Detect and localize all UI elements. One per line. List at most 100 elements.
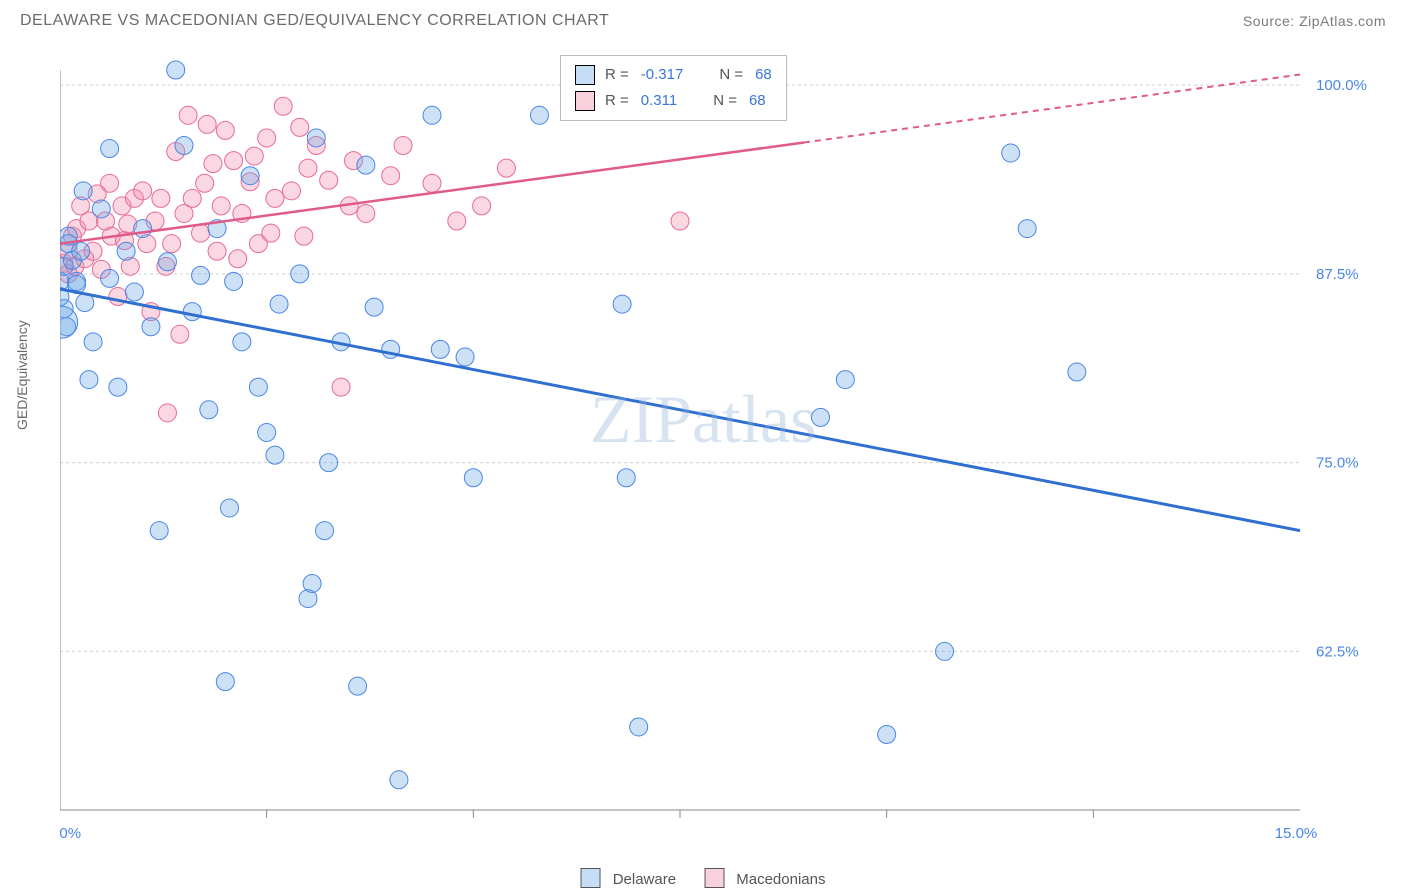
legend-label-macedonians: Macedonians xyxy=(736,871,825,888)
y-tick-label: 100.0% xyxy=(1316,77,1367,94)
series-legend: Delaware Macedonians xyxy=(581,868,826,888)
data-point xyxy=(464,469,482,487)
swatch-delaware-icon xyxy=(575,65,595,85)
legend-row-delaware: R = -0.317 N = 68 xyxy=(575,62,772,88)
data-point xyxy=(316,522,334,540)
n-value-macedonians: 68 xyxy=(749,88,766,114)
data-point xyxy=(262,224,280,242)
data-point xyxy=(617,469,635,487)
y-tick-label: 62.5% xyxy=(1316,643,1359,660)
data-point xyxy=(295,227,313,245)
data-point xyxy=(72,242,90,260)
data-point xyxy=(332,378,350,396)
r-value-delaware: -0.317 xyxy=(641,62,684,88)
n-label: N = xyxy=(719,62,743,88)
data-point xyxy=(530,106,548,124)
data-point xyxy=(423,174,441,192)
data-point xyxy=(125,283,143,301)
data-point xyxy=(291,118,309,136)
legend-item-delaware: Delaware xyxy=(581,868,677,888)
data-point xyxy=(150,522,168,540)
data-point xyxy=(216,673,234,691)
data-point xyxy=(320,454,338,472)
data-point xyxy=(134,220,152,238)
data-point xyxy=(357,204,375,222)
data-point xyxy=(1068,363,1086,381)
y-tick-label: 87.5% xyxy=(1316,266,1359,283)
data-point xyxy=(179,106,197,124)
data-point xyxy=(249,378,267,396)
y-tick-label: 75.0% xyxy=(1316,455,1359,472)
data-point xyxy=(163,235,181,253)
trend-line-delaware xyxy=(60,289,1300,531)
data-point xyxy=(630,718,648,736)
data-point xyxy=(167,61,185,79)
data-point xyxy=(158,404,176,422)
data-point xyxy=(101,140,119,158)
data-point xyxy=(878,725,896,743)
chart-title: DELAWARE VS MACEDONIAN GED/EQUIVALENCY C… xyxy=(20,12,609,30)
data-point xyxy=(270,295,288,313)
data-point xyxy=(198,115,216,133)
r-value-macedonians: 0.311 xyxy=(641,88,677,114)
data-point xyxy=(390,771,408,789)
y-axis-label: GED/Equivalency xyxy=(14,320,30,430)
data-point xyxy=(229,250,247,268)
data-point xyxy=(204,155,222,173)
data-point xyxy=(158,253,176,271)
legend-label-delaware: Delaware xyxy=(613,871,676,888)
data-point xyxy=(291,265,309,283)
data-point xyxy=(936,642,954,660)
swatch-delaware-icon xyxy=(581,868,601,888)
data-point xyxy=(245,147,263,165)
data-point xyxy=(448,212,466,230)
data-point xyxy=(225,272,243,290)
data-point xyxy=(74,182,92,200)
data-point xyxy=(299,159,317,177)
data-point xyxy=(109,378,127,396)
data-point xyxy=(365,298,383,316)
data-point xyxy=(233,333,251,351)
swatch-macedonians-icon xyxy=(704,868,724,888)
data-point-large xyxy=(60,306,78,338)
data-point xyxy=(349,677,367,695)
data-point xyxy=(423,106,441,124)
data-point xyxy=(152,189,170,207)
data-point xyxy=(812,408,830,426)
data-point xyxy=(307,129,325,147)
data-point xyxy=(175,137,193,155)
data-point xyxy=(394,137,412,155)
data-point xyxy=(473,197,491,215)
legend-item-macedonians: Macedonians xyxy=(704,868,825,888)
data-point xyxy=(1002,144,1020,162)
data-point xyxy=(320,171,338,189)
data-point xyxy=(671,212,689,230)
n-value-delaware: 68 xyxy=(755,62,772,88)
r-label: R = xyxy=(605,88,629,114)
data-point xyxy=(258,129,276,147)
data-point xyxy=(303,574,321,592)
data-point xyxy=(212,197,230,215)
data-point xyxy=(220,499,238,517)
data-point xyxy=(266,446,284,464)
data-point xyxy=(183,189,201,207)
swatch-macedonians-icon xyxy=(575,91,595,111)
data-point xyxy=(192,266,210,284)
data-point xyxy=(836,371,854,389)
data-point xyxy=(282,182,300,200)
data-point xyxy=(241,167,259,185)
legend-row-macedonians: R = 0.311 N = 68 xyxy=(575,88,772,114)
data-point xyxy=(382,167,400,185)
data-point xyxy=(225,152,243,170)
data-point xyxy=(92,200,110,218)
data-point xyxy=(101,269,119,287)
x-tick-label: 0.0% xyxy=(60,825,81,842)
chart-area: 62.5%75.0%87.5%100.0%0.0%15.0% xyxy=(60,50,1380,820)
data-point xyxy=(497,159,515,177)
data-point xyxy=(613,295,631,313)
data-point xyxy=(216,121,234,139)
data-point xyxy=(456,348,474,366)
source-label: Source: ZipAtlas.com xyxy=(1243,13,1386,29)
data-point xyxy=(431,340,449,358)
data-point xyxy=(357,156,375,174)
